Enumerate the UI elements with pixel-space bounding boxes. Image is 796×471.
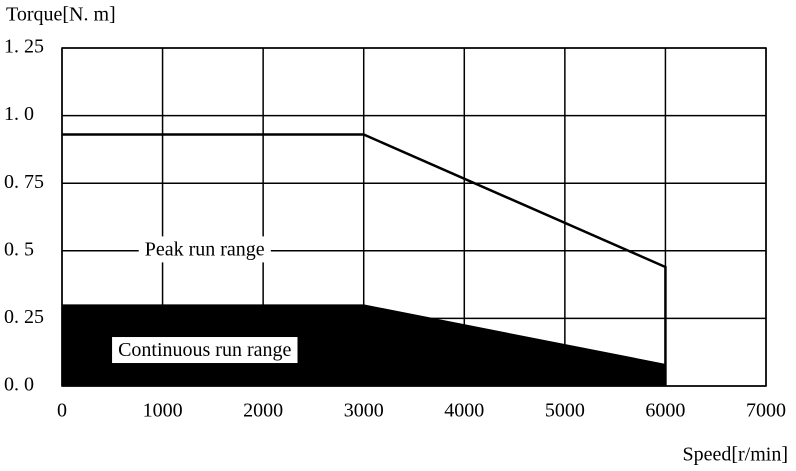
x-tick-label: 3000	[344, 400, 384, 422]
x-tick-label: 5000	[545, 400, 585, 422]
x-tick-label: 2000	[243, 400, 283, 422]
line	[62, 133, 667, 386]
y-tick-label: 1. 25	[4, 36, 44, 58]
y-tick-label: 0. 25	[4, 306, 44, 328]
label-background	[138, 236, 271, 263]
area	[61, 304, 666, 387]
y-tick-label: 0. 5	[4, 238, 34, 260]
y-tick-label: 0. 0	[4, 374, 34, 396]
x-tick-label: 6000	[645, 400, 685, 422]
x-axis-label: Speed[r/min]	[682, 444, 788, 466]
y-tick-label: 0. 75	[4, 171, 44, 193]
region-label: Peak run range	[145, 238, 265, 260]
y-tick-label: 1. 0	[4, 103, 34, 125]
x-tick-label: 1000	[143, 400, 183, 422]
x-tick-label: 0	[57, 400, 67, 422]
x-tick-label: 4000	[444, 400, 484, 422]
y-axis-label: Torque[N. m]	[6, 4, 116, 26]
region-label: Continuous run range	[118, 339, 291, 361]
x-tick-label: 7000	[746, 400, 786, 422]
label-background	[112, 337, 298, 364]
